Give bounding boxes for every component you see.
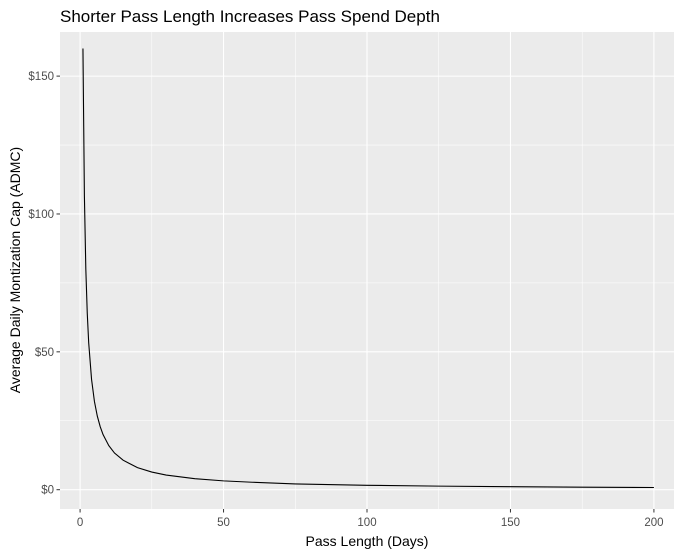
- x-tick-label: 100: [357, 517, 376, 529]
- y-tick-label: $50: [35, 347, 54, 359]
- x-tick-label: 200: [644, 517, 663, 529]
- x-tick-label: 50: [217, 517, 230, 529]
- y-tick-label: $100: [28, 209, 54, 221]
- y-axis-title: Average Daily Montization Cap (ADMC): [7, 147, 23, 393]
- x-tick-label: 0: [77, 517, 83, 529]
- chart-title: Shorter Pass Length Increases Pass Spend…: [60, 7, 440, 26]
- y-tick-label: $150: [28, 71, 54, 83]
- x-axis-title: Pass Length (Days): [306, 533, 429, 549]
- grid-major: [60, 32, 674, 509]
- y-tick-label: $0: [41, 485, 54, 497]
- y-axis: $0 $50 $100 $150: [28, 71, 60, 497]
- x-tick-label: 150: [501, 517, 520, 529]
- x-axis: 0 50 100 150 200: [77, 509, 664, 529]
- series-line: [82, 48, 654, 489]
